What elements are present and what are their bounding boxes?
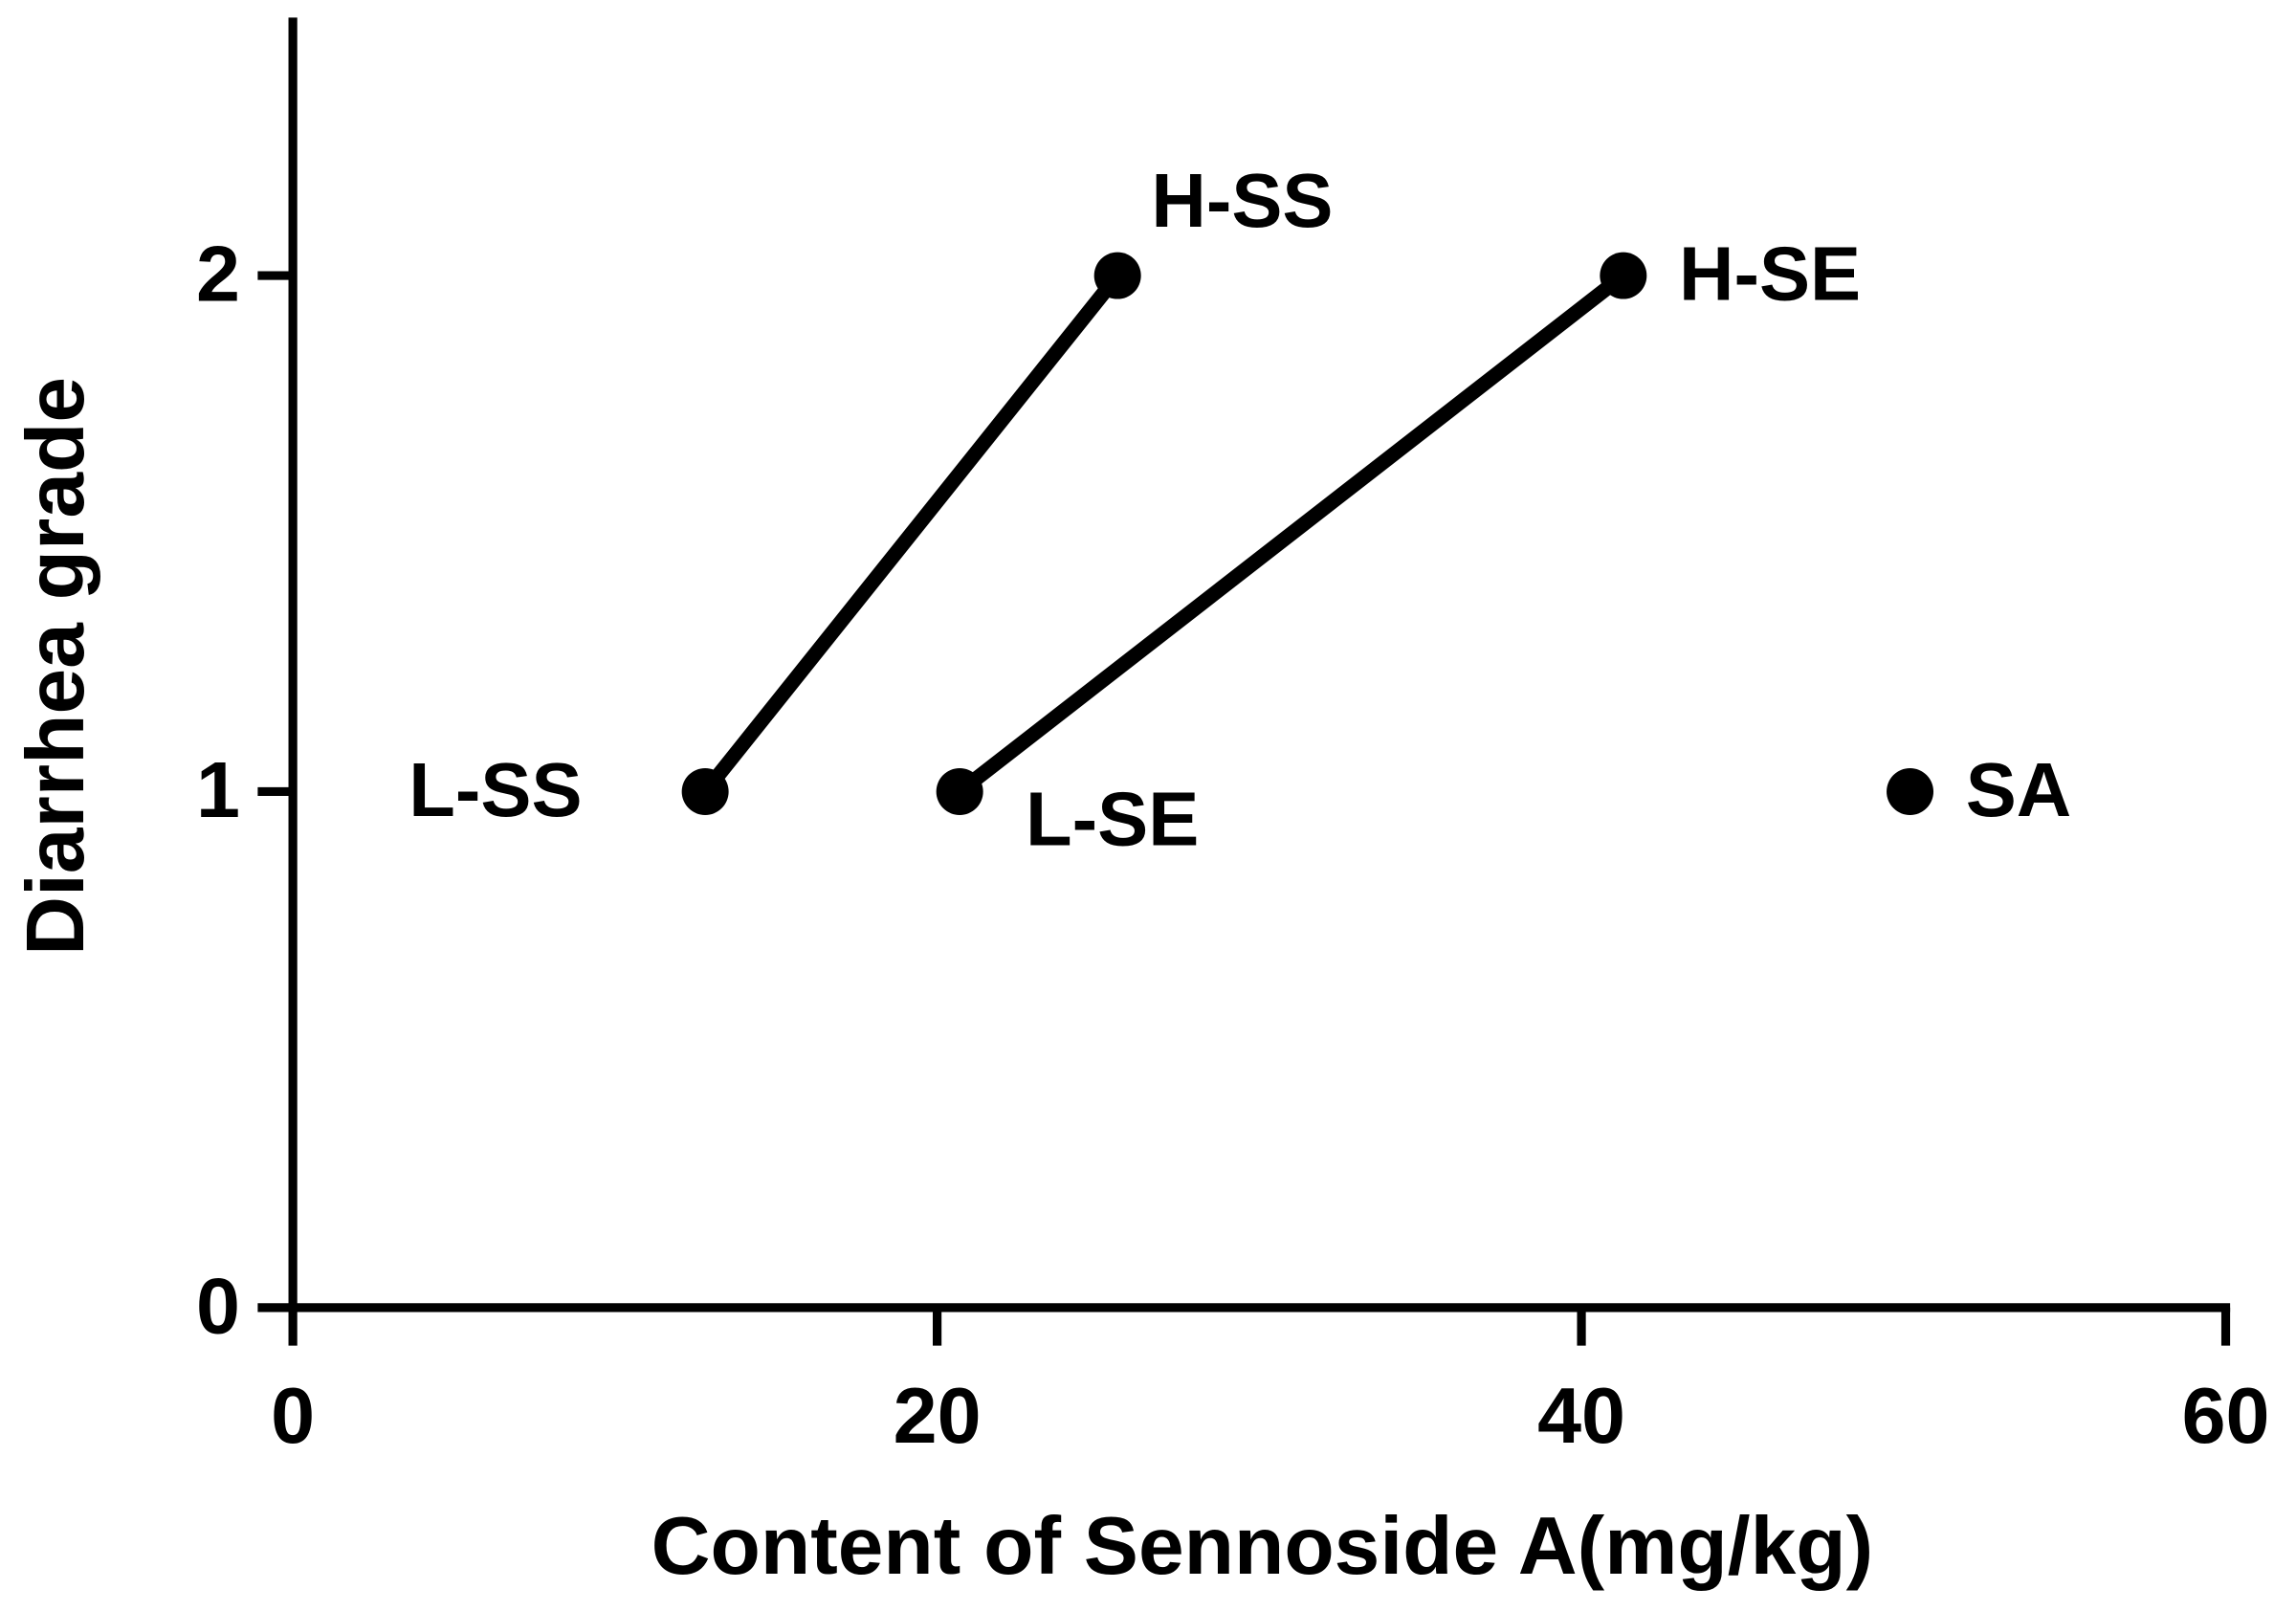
y-tick-label: 1 [196, 745, 240, 834]
connector-line [699, 271, 1124, 797]
point-label: SA [1966, 747, 2072, 832]
y-axis-title: Diarrhea grade [10, 377, 101, 956]
y-tick-label: 0 [196, 1261, 240, 1350]
connector-line [955, 270, 1628, 798]
point [681, 767, 729, 815]
x-tick-label: 20 [894, 1371, 982, 1460]
point [1600, 252, 1647, 299]
point [1093, 252, 1141, 299]
point-label: H-SS [1151, 158, 1333, 243]
point-label: H-SE [1679, 232, 1861, 317]
point-label: L-SS [408, 747, 582, 832]
point [936, 767, 983, 815]
point-label: L-SE [1026, 777, 1199, 862]
point [1887, 767, 1934, 815]
x-tick-label: 40 [1537, 1371, 1625, 1460]
y-tick-label: 2 [196, 229, 240, 318]
x-axis-title: Content of Sennoside A(mg/kg) [651, 1500, 1874, 1592]
x-tick-label: 60 [2182, 1371, 2270, 1460]
x-tick-label: 0 [271, 1371, 315, 1460]
